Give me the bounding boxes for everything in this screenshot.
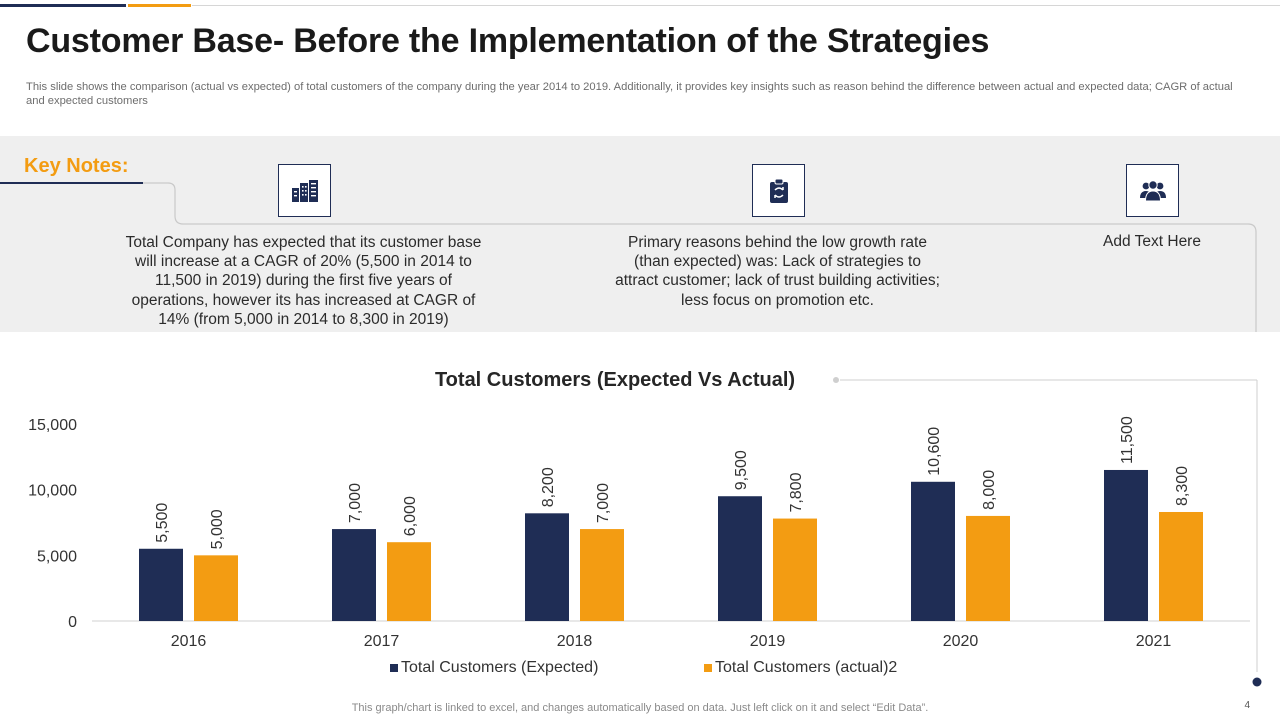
page-number: 4 [1244,700,1250,711]
data-label-actual: 8,000 [981,470,998,510]
legend-item-actual: Total Customers (actual)2 [704,659,897,677]
bar-actual [194,555,238,621]
legend-item-expected: Total Customers (Expected) [390,659,598,677]
page-title: Customer Base- Before the Implementation… [26,22,990,60]
top-divider [192,5,1280,6]
data-label-expected: 10,600 [926,427,943,476]
clipboard-icon-box [752,164,805,217]
people-icon [1139,179,1166,201]
data-label-expected: 11,500 [1119,416,1136,464]
bar-actual [773,518,817,621]
legend-swatch-actual [704,664,712,672]
x-tick-label: 2017 [364,633,400,650]
page-subtitle: This slide shows the comparison (actual … [26,81,1233,107]
building-icon-box [278,164,331,217]
y-tick-label: 5,000 [37,548,77,565]
x-tick-label: 2016 [171,633,207,650]
key-notes-band [0,136,1280,332]
data-label-actual: 5,000 [209,509,226,549]
building-icon [291,179,318,202]
x-tick-label: 2019 [750,633,786,650]
y-tick-label: 0 [68,614,77,631]
chart-title: Total Customers (Expected Vs Actual) [434,369,796,391]
data-label-expected: 9,500 [733,450,750,490]
clipboard-icon [769,178,788,203]
accent-bar-navy [0,4,126,7]
bar-expected [332,529,376,621]
bar-expected [718,496,762,621]
people-icon-box [1126,164,1179,217]
data-label-actual: 7,800 [788,472,805,512]
x-tick-label: 2018 [557,633,593,650]
y-tick-label: 10,000 [28,483,77,500]
bar-actual [1159,511,1203,621]
data-label-actual: 7,000 [595,483,612,523]
legend-label-expected: Total Customers (Expected) [401,659,599,676]
x-tick-label: 2020 [943,633,979,650]
accent-bar-orange [128,4,191,7]
data-label-actual: 8,300 [1174,466,1191,506]
key-notes-heading: Key Notes: [24,155,129,177]
note-text-reasons: Primary reasons behind the low growth ra… [615,234,940,309]
bar-expected [139,548,183,621]
bar-expected [1104,469,1148,621]
chart-frame-connector [833,377,1262,687]
footer-note: This graph/chart is linked to excel, and… [351,702,929,714]
bar-actual [580,529,624,621]
bar-actual [966,515,1010,621]
bar-actual [387,542,431,621]
bar-expected [525,513,569,621]
bar-expected [911,481,955,621]
data-label-expected: 5,500 [154,503,171,543]
x-tick-label: 2021 [1136,633,1172,650]
legend-swatch-expected [390,664,398,672]
legend-label-actual: Total Customers (actual)2 [715,659,898,676]
note-text-placeholder: Add Text Here [1103,233,1201,250]
note-text-cagr: Total Company has expected that its cust… [125,234,482,328]
data-label-expected: 7,000 [347,483,364,523]
key-notes-frame [0,182,1257,332]
y-tick-label: 15,000 [28,417,77,434]
data-label-actual: 6,000 [402,496,419,536]
data-label-expected: 8,200 [540,467,557,507]
